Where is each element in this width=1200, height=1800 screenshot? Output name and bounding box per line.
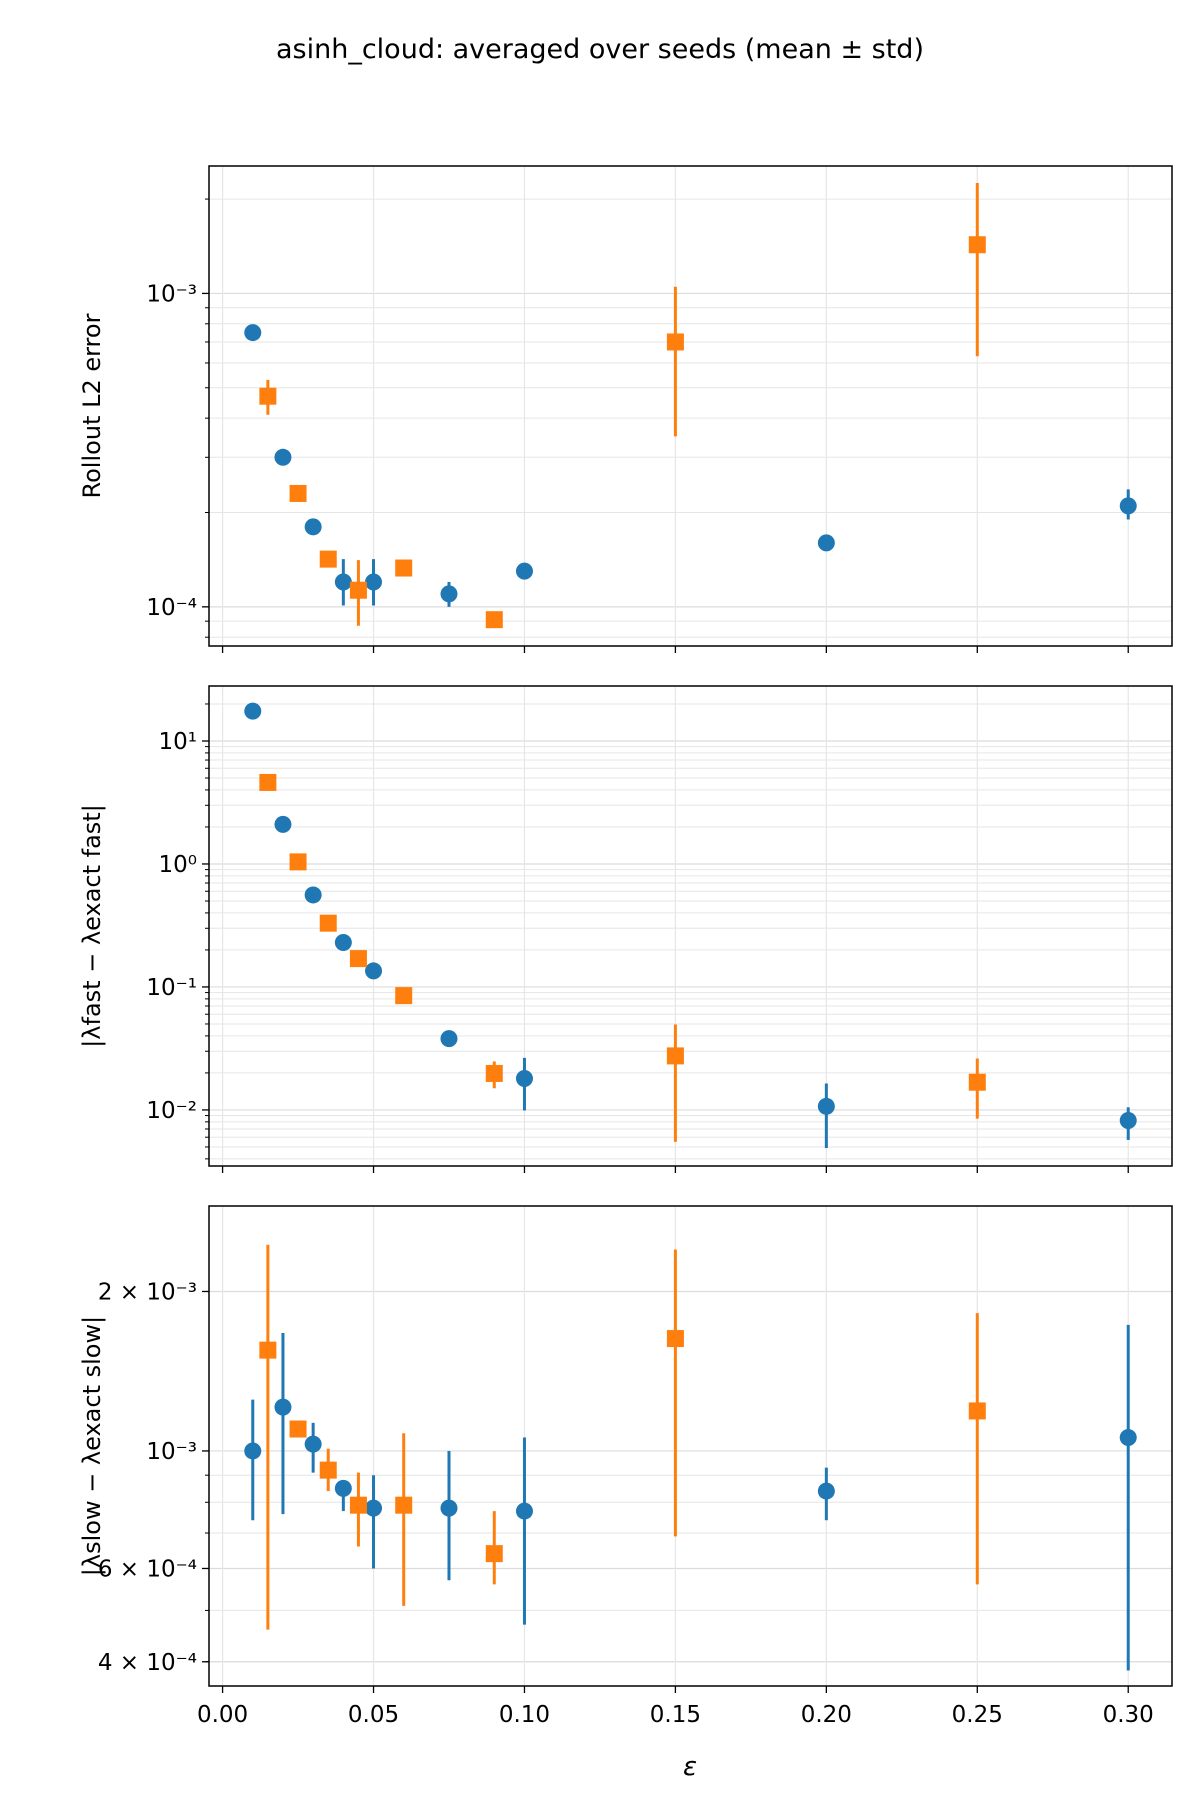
data-point-A — [274, 1398, 292, 1416]
y-axis-label: |λfast − λexact fast| — [78, 804, 106, 1048]
y-tick-label: 10⁻² — [146, 1098, 197, 1124]
y-tick-label: 6 × 10⁻⁴ — [98, 1556, 197, 1582]
data-point-A — [304, 518, 322, 536]
data-point-A — [515, 1502, 533, 1520]
x-axis-label: ε — [683, 1752, 697, 1782]
axes-frame — [208, 165, 1173, 647]
panel-lambda-slow-error: 4 × 10⁻⁴ 6 × 10⁻⁴ 10⁻³ 2 × 10⁻³ 0.00 0.05 0.10… — [78, 1205, 1173, 1728]
data-point-A — [244, 702, 262, 720]
data-point-B — [968, 236, 986, 254]
panel-rollout-error: 10⁻⁴ 10⁻³ Rollout L2 error — [78, 165, 1173, 653]
data-point-B — [289, 1420, 307, 1438]
plot-area — [209, 166, 1172, 646]
data-point-B — [485, 1064, 503, 1082]
data-point-B — [968, 1402, 986, 1420]
data-point-A — [817, 1097, 835, 1115]
data-point-B — [395, 559, 413, 577]
figure-title: asinh_cloud: averaged over seeds (mean ±… — [276, 34, 924, 65]
data-point-B — [395, 987, 413, 1005]
data-point-B — [485, 1545, 503, 1563]
data-point-A — [515, 1070, 533, 1088]
y-tick-label: 2 × 10⁻³ — [98, 1279, 197, 1305]
data-point-B — [349, 581, 367, 599]
x-tick-label: 0.10 — [499, 1702, 550, 1728]
data-point-A — [244, 324, 262, 342]
y-tick-label: 4 × 10⁻⁴ — [98, 1650, 197, 1676]
axes-frame — [208, 1205, 1173, 1687]
data-point-A — [1119, 1112, 1137, 1130]
data-point-B — [259, 387, 277, 405]
data-point-A — [515, 562, 533, 580]
plot-area — [209, 686, 1172, 1166]
data-point-A — [817, 534, 835, 552]
x-tick-label: 0.25 — [952, 1702, 1003, 1728]
data-point-A — [274, 815, 292, 833]
data-point-B — [319, 550, 337, 568]
y-tick-label: 10⁻³ — [146, 1439, 197, 1465]
data-point-B — [319, 1461, 337, 1479]
data-point-A — [817, 1482, 835, 1500]
data-point-A — [440, 585, 458, 603]
data-point-A — [334, 933, 352, 951]
x-tick-label: 0.20 — [801, 1702, 852, 1728]
x-tick-label: 0.30 — [1103, 1702, 1154, 1728]
data-point-A — [304, 1435, 322, 1453]
y-axis-label: Rollout L2 error — [78, 313, 106, 498]
data-point-A — [440, 1499, 458, 1517]
data-point-A — [365, 962, 383, 980]
data-point-B — [485, 611, 503, 629]
data-point-B — [289, 484, 307, 502]
x-tick-label: 0.15 — [650, 1702, 701, 1728]
data-point-A — [365, 1499, 383, 1517]
data-point-A — [334, 1479, 352, 1497]
data-point-B — [666, 333, 684, 351]
data-point-A — [365, 573, 383, 591]
data-point-A — [304, 886, 322, 904]
data-point-B — [666, 1330, 684, 1348]
y-axis-label: |λslow − λexact slow| — [78, 1316, 106, 1576]
data-point-A — [244, 1442, 262, 1460]
data-point-A — [1119, 1429, 1137, 1447]
y-tick-label: 10¹ — [159, 729, 198, 755]
data-point-B — [349, 1496, 367, 1514]
plot-area — [209, 1206, 1172, 1686]
x-tick-label: 0.05 — [348, 1702, 399, 1728]
y-tick-label: 10⁰ — [159, 852, 198, 878]
data-point-B — [259, 1341, 277, 1359]
panel-lambda-fast-error: 10⁻² 10⁻¹ 10⁰ 10¹ |λfast − λexact fast| — [78, 685, 1173, 1173]
x-tick-label: 0.00 — [197, 1702, 248, 1728]
data-point-B — [349, 950, 367, 968]
data-point-B — [968, 1073, 986, 1091]
data-point-B — [319, 914, 337, 932]
data-point-B — [666, 1047, 684, 1065]
y-tick-label: 10⁻⁴ — [146, 595, 197, 621]
data-point-B — [289, 853, 307, 871]
y-tick-label: 10⁻¹ — [146, 975, 197, 1001]
axes-frame — [208, 685, 1173, 1167]
data-point-A — [334, 573, 352, 591]
data-point-A — [274, 448, 292, 466]
data-point-B — [259, 773, 277, 791]
data-point-A — [440, 1030, 458, 1048]
data-point-B — [395, 1496, 413, 1514]
y-tick-label: 10⁻³ — [146, 281, 197, 307]
data-point-A — [1119, 497, 1137, 515]
